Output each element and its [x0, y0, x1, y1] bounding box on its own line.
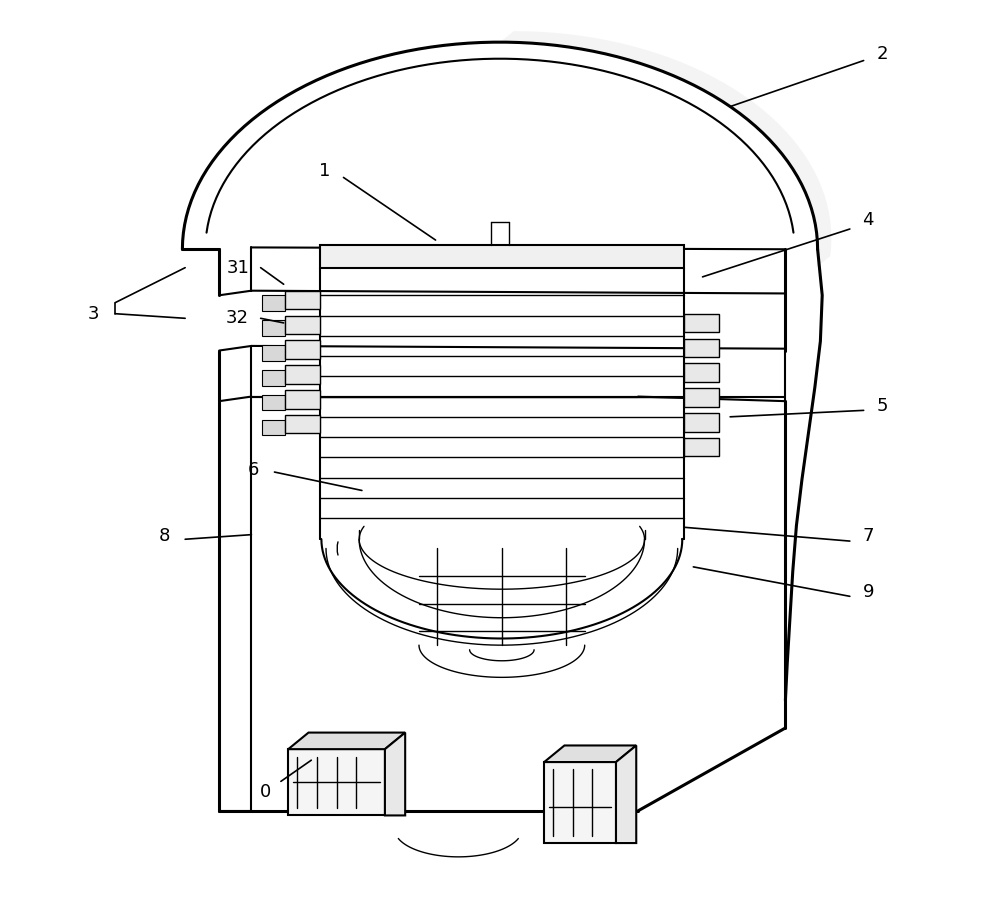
Polygon shape — [262, 320, 285, 336]
Text: 7: 7 — [862, 527, 874, 546]
Polygon shape — [385, 733, 405, 815]
Polygon shape — [544, 746, 636, 762]
Polygon shape — [262, 345, 285, 361]
Text: 31: 31 — [226, 259, 249, 277]
Text: 2: 2 — [876, 45, 888, 63]
Text: 6: 6 — [248, 461, 259, 479]
Polygon shape — [262, 370, 285, 385]
Polygon shape — [684, 388, 719, 407]
Polygon shape — [285, 315, 320, 334]
Polygon shape — [684, 438, 719, 456]
Polygon shape — [684, 338, 719, 357]
Polygon shape — [320, 244, 684, 267]
Text: 32: 32 — [226, 309, 249, 327]
Text: 5: 5 — [876, 396, 888, 415]
Polygon shape — [262, 295, 285, 311]
Polygon shape — [285, 415, 320, 433]
Text: 0: 0 — [260, 784, 271, 801]
Text: 8: 8 — [158, 527, 170, 546]
Polygon shape — [684, 413, 719, 431]
Text: 4: 4 — [862, 211, 874, 229]
Polygon shape — [544, 762, 616, 843]
Polygon shape — [684, 313, 719, 332]
Text: 3: 3 — [87, 304, 99, 323]
Polygon shape — [285, 390, 320, 408]
Polygon shape — [262, 420, 285, 435]
Polygon shape — [285, 340, 320, 359]
Text: 9: 9 — [862, 583, 874, 601]
Polygon shape — [285, 365, 320, 384]
Polygon shape — [288, 750, 385, 815]
Polygon shape — [684, 363, 719, 382]
Polygon shape — [285, 290, 320, 309]
Polygon shape — [288, 733, 405, 750]
Polygon shape — [500, 31, 831, 267]
Polygon shape — [262, 395, 285, 410]
Polygon shape — [616, 746, 636, 843]
Text: 1: 1 — [319, 162, 331, 180]
